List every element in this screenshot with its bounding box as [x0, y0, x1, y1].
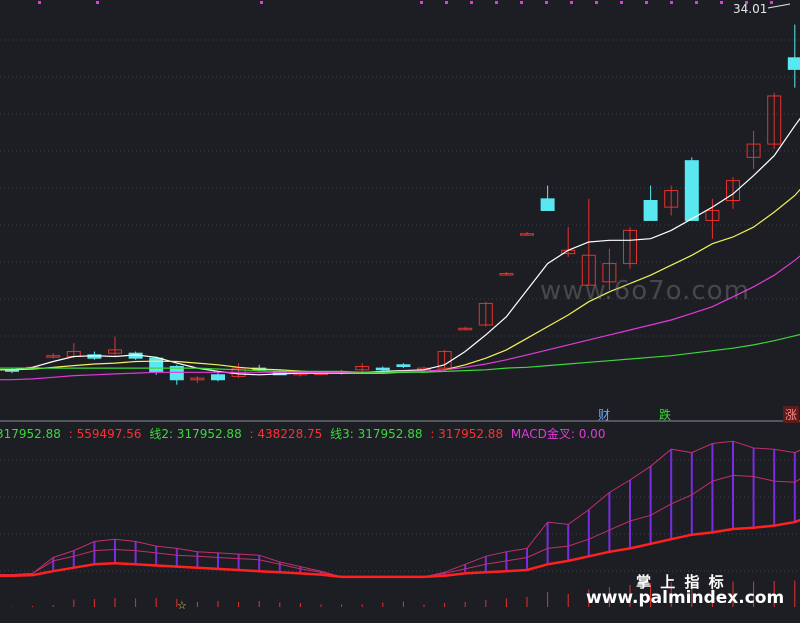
top-marker-dot-16: [745, 1, 748, 4]
candle-body-24: [499, 273, 514, 276]
candle-body-19: [396, 364, 411, 367]
candle-body-37: [767, 95, 782, 145]
candle-body-7: [149, 357, 164, 372]
event-tag-rise[interactable]: 涨: [783, 406, 800, 423]
top-marker-dot-7: [520, 1, 523, 4]
ma3-line: [0, 255, 800, 381]
latest-price-label: 34.01: [733, 2, 768, 16]
top-marker-dot-2: [260, 1, 263, 4]
top-marker-dot-11: [620, 1, 623, 4]
ma2-line: [0, 188, 800, 374]
legend-value-1: 317952.88: [0, 427, 61, 441]
top-marker-dot-4: [445, 1, 448, 4]
candle-body-38: [787, 57, 800, 70]
top-marker-dot-0: [38, 1, 41, 4]
top-marker-dot-10: [595, 1, 598, 4]
legend-value-6: : 317952.88: [430, 427, 504, 441]
top-marker-dot-3: [420, 1, 423, 4]
legend-value-2: : 559497.56: [68, 427, 142, 441]
candle-body-8: [169, 365, 184, 381]
top-marker-dot-14: [695, 1, 698, 4]
watermark-bottom: www.palmindex.com: [586, 588, 785, 608]
top-marker-dot-5: [470, 1, 473, 4]
ma4-line: [0, 333, 800, 373]
candle-body-31: [643, 200, 658, 221]
top-marker-dot-13: [670, 1, 673, 4]
candle-body-33: [684, 160, 699, 221]
candle-body-9: [190, 377, 205, 381]
candle-body-10: [211, 374, 225, 381]
star-marker: ☆: [177, 599, 187, 612]
top-marker-dot-6: [495, 1, 498, 4]
watermark-top: www.6o7o.com: [540, 276, 750, 306]
candle-body-35: [726, 180, 740, 202]
candle-body-26: [540, 198, 555, 211]
top-marker-dot-15: [720, 1, 723, 4]
candle-body-34: [705, 209, 720, 221]
candle-body-29: [602, 263, 617, 283]
watermark-cn: 掌 上 指 标: [636, 573, 726, 591]
macd-upper-line: [0, 440, 800, 578]
macd-mid-line: [0, 474, 800, 578]
candle-body-25: [520, 233, 534, 236]
candle-body-32: [664, 190, 679, 208]
legend-value-7: MACD金叉: 0.00: [510, 427, 606, 441]
legend-value-3: 线2: 317952.88: [149, 427, 242, 441]
candle-body-23: [478, 302, 493, 326]
top-marker-dot-8: [545, 1, 548, 4]
candle-body-36: [746, 143, 761, 158]
candle-body-28: [581, 254, 596, 286]
indicator-legend: 317952.88 : 559497.56 线2: 317952.88 : 43…: [0, 425, 609, 442]
event-tag-finance[interactable]: 财: [598, 408, 611, 422]
event-tag-drop[interactable]: 跌: [659, 408, 672, 422]
top-marker-dot-1: [96, 1, 99, 4]
candle-body-2: [46, 355, 61, 358]
legend-value-4: : 438228.75: [249, 427, 323, 441]
candle-body-18: [375, 367, 390, 371]
candle-body-5: [108, 349, 122, 354]
macd-base-line: [0, 518, 800, 579]
candle-body-22: [458, 327, 473, 331]
candle-body-17: [355, 365, 370, 371]
price-pointer-arrow: [767, 3, 791, 9]
top-marker-dot-12: [645, 1, 648, 4]
candle-body-21: [437, 351, 452, 369]
candle-body-30: [623, 229, 637, 265]
legend-value-5: 线3: 317952.88: [330, 427, 423, 441]
top-marker-dot-17: [770, 1, 773, 4]
top-marker-dot-9: [570, 1, 573, 4]
ma1-line: [0, 117, 800, 376]
